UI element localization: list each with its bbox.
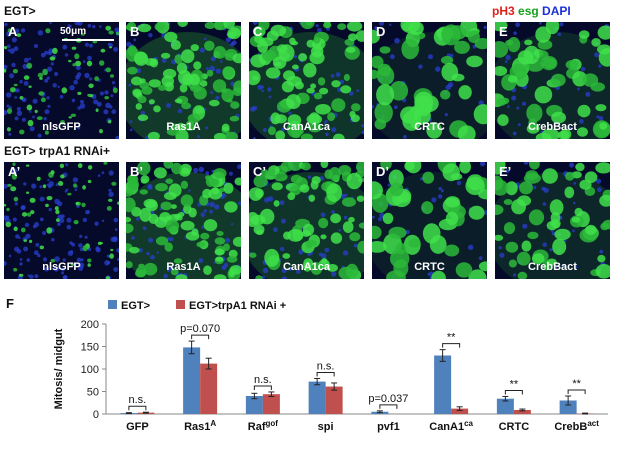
panel-caption: CanA1ca [249,261,364,273]
y-tick-label: 150 [81,342,99,354]
micrograph-panel: D CRTC [372,22,487,139]
panel-caption: nlsGFP [4,261,119,273]
micrograph-panel: B Ras1A [126,22,241,139]
category-label: CRTC [499,421,530,433]
bar [326,387,343,414]
category-label: CrebBact [554,419,599,433]
bar [434,356,451,415]
category-label: spi [318,421,334,433]
micrograph-panel: A’ nlsGFP [4,162,119,279]
row1-label: EGT> [4,4,36,18]
panel-letter: D’ [376,164,389,179]
significance-bracket [443,344,460,348]
bar [263,394,280,414]
panel-caption: CrebBact [495,121,610,133]
y-tick-label: 0 [93,409,99,421]
legend-swatch [108,300,117,309]
micrograph-panel: B’ Ras1A [126,162,241,279]
micrograph-panel: C CanA1ca [249,22,364,139]
panel-caption: Ras1A [126,261,241,273]
micrograph-panel: E’ CrebBact [495,162,610,279]
category-label: pvf1 [377,421,400,433]
bar [309,382,326,414]
significance-bracket [568,390,585,394]
panel-caption: CRTC [372,261,487,273]
significance-bracket [505,390,522,394]
category-label: GFP [126,421,149,433]
panel-letter: E’ [499,164,511,179]
panel-caption: CRTC [372,121,487,133]
significance-label: ** [572,378,581,390]
legend-swatch [176,300,185,309]
significance-bracket [380,405,397,409]
panel-letter: E [499,24,508,39]
bar [200,364,217,414]
significance-label: ** [510,378,519,390]
panel-letter: D [376,24,385,39]
panel-caption: Ras1A [126,121,241,133]
panel-caption: nlsGFP [4,121,119,133]
panel-letter: C [253,24,262,39]
significance-label: p=0.037 [368,393,408,405]
micrograph-panel: C’ CanA1ca [249,162,364,279]
row2-label: EGT> trpA1 RNAi+ [4,144,110,158]
mitosis-bar-chart: 0 50 100 150 200 Mitosis/ midgut GFP n.s. Ras1A p… [0,290,617,446]
y-tick-label: 200 [81,319,99,331]
panel-letter: A [8,24,17,39]
category-label: Ras1A [184,419,216,433]
micrograph-panel: D’ CRTC [372,162,487,279]
category-label: Rafgof [248,419,279,433]
dapi-label: DAPI [542,4,571,18]
stain-legend: pH3 esg DAPI [492,4,571,18]
bar [183,347,200,414]
significance-label: ** [447,332,456,344]
panel-caption: CanA1ca [249,121,364,133]
legend-label: EGT>trpA1 RNAi + [189,300,286,312]
significance-label: p=0.070 [180,323,220,335]
panel-letter: C’ [253,164,266,179]
micrograph-panel: E CrebBact [495,22,610,139]
significance-bracket [192,335,209,339]
significance-label: n.s. [317,360,335,372]
ph3-label: pH3 [492,4,515,18]
y-axis-label: Mitosis/ midgut [53,328,65,409]
y-tick-label: 50 [87,387,99,399]
scale-bar [62,39,114,41]
scale-bar-label: 50μm [60,26,86,37]
panel-caption: CrebBact [495,261,610,273]
significance-bracket [254,386,271,390]
significance-bracket [129,406,146,410]
category-label: CanA1ca [429,419,473,433]
legend-label: EGT> [121,300,150,312]
panel-letter: A’ [8,164,20,179]
esg-label: esg [518,4,539,18]
y-tick-label: 100 [81,364,99,376]
panel-letter: B [130,24,139,39]
significance-bracket [317,372,334,376]
significance-label: n.s. [254,374,272,386]
significance-label: n.s. [129,394,147,406]
panel-letter: B’ [130,164,143,179]
